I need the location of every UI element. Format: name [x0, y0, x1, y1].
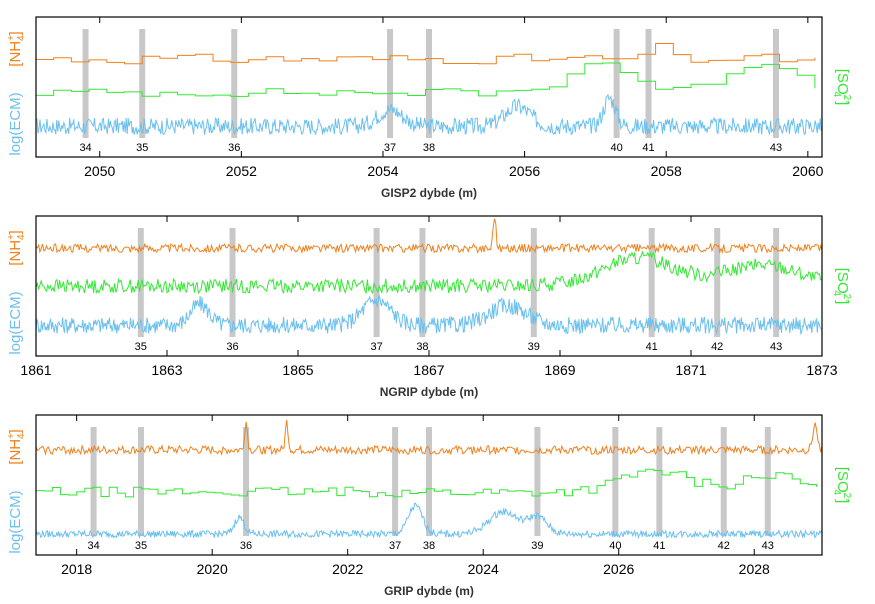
x-tick-label: 2026: [603, 561, 634, 577]
event-bar: [137, 228, 144, 337]
x-tick-label: 1873: [806, 362, 837, 378]
x-tick-label: 2052: [226, 163, 257, 179]
x-tick-label: 2018: [61, 561, 92, 577]
event-bar: [773, 228, 780, 337]
event-label: 39: [531, 540, 543, 552]
event-label: 34: [87, 540, 99, 552]
y-axis-label-so4: [SO2-4]: [831, 467, 852, 503]
x-axis-label: GISP2 dybde (m): [381, 186, 477, 200]
panel-3: 34 35 36 37 38 39 40 41 42 43 2018 2020 2022 2024 2026…: [6, 414, 852, 598]
x-tick-label: 2056: [509, 163, 540, 179]
event-bar: [387, 29, 394, 138]
event-label: 41: [646, 341, 658, 353]
x-tick-label: 2060: [792, 163, 823, 179]
x-tick-label: 2024: [468, 561, 499, 577]
event-label: 42: [718, 540, 730, 552]
event-bar: [139, 29, 146, 138]
x-axis-label: GRIP dybde (m): [384, 584, 474, 598]
event-bar: [90, 427, 97, 536]
event-bar: [530, 228, 537, 337]
event-label: 37: [389, 540, 401, 552]
event-bar: [82, 29, 89, 138]
event-bar: [645, 29, 652, 138]
event-bar: [138, 427, 145, 536]
series--nh4-: [35, 218, 823, 255]
plot-frame: [35, 16, 823, 158]
event-bar: [612, 427, 619, 536]
series--so4-2-: [35, 62, 816, 97]
x-tick-label: 2054: [367, 163, 398, 179]
series--so4-2-: [35, 250, 823, 295]
y-axis-label-ecm: log(ECM): [7, 92, 24, 155]
x-tick-label: 1863: [151, 362, 182, 378]
event-label: 35: [135, 341, 147, 353]
event-label: 35: [135, 540, 147, 552]
event-label: 34: [79, 142, 91, 154]
x-tick-label: 2058: [651, 163, 682, 179]
event-label: 43: [762, 540, 774, 552]
event-label: 38: [423, 540, 435, 552]
event-label: 37: [384, 142, 396, 154]
event-bar: [426, 29, 432, 138]
event-label: 40: [611, 142, 623, 154]
event-bar: [648, 228, 655, 337]
event-label: 41: [642, 142, 654, 154]
series--nh4-: [35, 43, 816, 65]
plot-frame: [35, 414, 823, 556]
event-label: 37: [370, 341, 382, 353]
event-bar: [231, 29, 238, 138]
y-axis-label-so4: [SO2-4]: [831, 69, 852, 105]
x-tick-label: 1865: [282, 362, 313, 378]
event-bar: [229, 228, 236, 337]
event-label: 35: [136, 142, 148, 154]
y-axis-label-nh4: [NH+4]: [6, 429, 27, 464]
event-label: 36: [226, 341, 238, 353]
event-label: 41: [653, 540, 665, 552]
event-bar: [764, 427, 771, 536]
x-tick-label: 2022: [332, 561, 363, 577]
event-label: 40: [609, 540, 621, 552]
x-tick-label: 1861: [20, 362, 51, 378]
event-bar: [426, 427, 432, 536]
x-tick-label: 1867: [413, 362, 444, 378]
event-bar: [392, 427, 399, 536]
series-log-ecm-: [35, 93, 822, 136]
series-log-ecm-: [35, 293, 823, 335]
x-tick-label: 2050: [84, 163, 115, 179]
x-tick-label: 2028: [739, 561, 770, 577]
x-tick-label: 1871: [675, 362, 706, 378]
event-bar: [243, 427, 250, 536]
x-tick-label: 1869: [544, 362, 575, 378]
event-bar: [720, 427, 727, 536]
x-tick-label: 2020: [197, 561, 228, 577]
y-axis-label-nh4: [NH+4]: [6, 31, 27, 66]
event-label: 43: [770, 142, 782, 154]
y-axis-label-so4: [SO2-4]: [831, 268, 852, 304]
y-axis-label-ecm: log(ECM): [7, 490, 24, 553]
event-label: 42: [711, 341, 723, 353]
event-bar: [534, 427, 541, 536]
event-label: 43: [770, 341, 782, 353]
series--so4-2-: [35, 468, 818, 498]
event-label: 39: [528, 341, 540, 353]
panel-1: 34 35 36 37 38 40 41 43 2050 2052 2054 2056 2058 2060…: [6, 16, 852, 200]
series--nh4-: [35, 419, 823, 456]
event-bar: [373, 228, 380, 337]
event-bar: [772, 29, 779, 138]
y-axis-label-nh4: [NH+4]: [6, 230, 27, 265]
event-bar: [656, 427, 663, 536]
x-axis-label: NGRIP dybde (m): [380, 385, 478, 399]
panel-2: 35 36 37 38 39 41 42 43 1861 1863 1865 1867 1869 1871…: [6, 215, 852, 399]
event-label: 38: [416, 341, 428, 353]
event-label: 36: [240, 540, 252, 552]
series-log-ecm-: [35, 502, 822, 540]
y-axis-label-ecm: log(ECM): [7, 291, 24, 354]
event-bar: [714, 228, 721, 337]
event-label: 38: [423, 142, 435, 154]
event-bar: [613, 29, 620, 138]
event-label: 36: [228, 142, 240, 154]
